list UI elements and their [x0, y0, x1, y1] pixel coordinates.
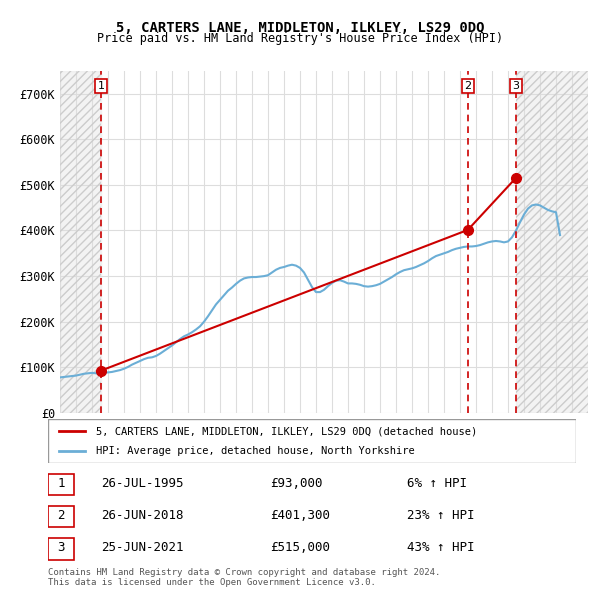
Text: 5, CARTERS LANE, MIDDLETON, ILKLEY, LS29 0DQ: 5, CARTERS LANE, MIDDLETON, ILKLEY, LS29…	[116, 21, 484, 35]
Text: 26-JUN-2018: 26-JUN-2018	[101, 509, 184, 522]
Text: 43% ↑ HPI: 43% ↑ HPI	[407, 542, 475, 555]
Text: 1: 1	[98, 81, 104, 91]
FancyBboxPatch shape	[48, 474, 74, 496]
Text: 1: 1	[58, 477, 65, 490]
Text: 2: 2	[464, 81, 472, 91]
Text: 3: 3	[512, 81, 520, 91]
Text: £93,000: £93,000	[270, 477, 322, 490]
Text: 26-JUL-1995: 26-JUL-1995	[101, 477, 184, 490]
FancyBboxPatch shape	[48, 538, 74, 559]
Text: Price paid vs. HM Land Registry's House Price Index (HPI): Price paid vs. HM Land Registry's House …	[97, 32, 503, 45]
Text: 25-JUN-2021: 25-JUN-2021	[101, 542, 184, 555]
Bar	[516, 71, 588, 413]
Bar	[516, 71, 588, 413]
Bar	[60, 71, 101, 413]
Text: £515,000: £515,000	[270, 542, 330, 555]
Text: 3: 3	[58, 542, 65, 555]
Text: 6% ↑ HPI: 6% ↑ HPI	[407, 477, 467, 490]
Text: HPI: Average price, detached house, North Yorkshire: HPI: Average price, detached house, Nort…	[95, 446, 414, 455]
Text: 5, CARTERS LANE, MIDDLETON, ILKLEY, LS29 0DQ (detached house): 5, CARTERS LANE, MIDDLETON, ILKLEY, LS29…	[95, 427, 477, 436]
Text: £401,300: £401,300	[270, 509, 330, 522]
Text: Contains HM Land Registry data © Crown copyright and database right 2024.
This d: Contains HM Land Registry data © Crown c…	[48, 568, 440, 587]
FancyBboxPatch shape	[48, 419, 576, 463]
Bar	[60, 71, 101, 413]
Text: 2: 2	[58, 509, 65, 522]
Text: 23% ↑ HPI: 23% ↑ HPI	[407, 509, 475, 522]
FancyBboxPatch shape	[48, 506, 74, 527]
